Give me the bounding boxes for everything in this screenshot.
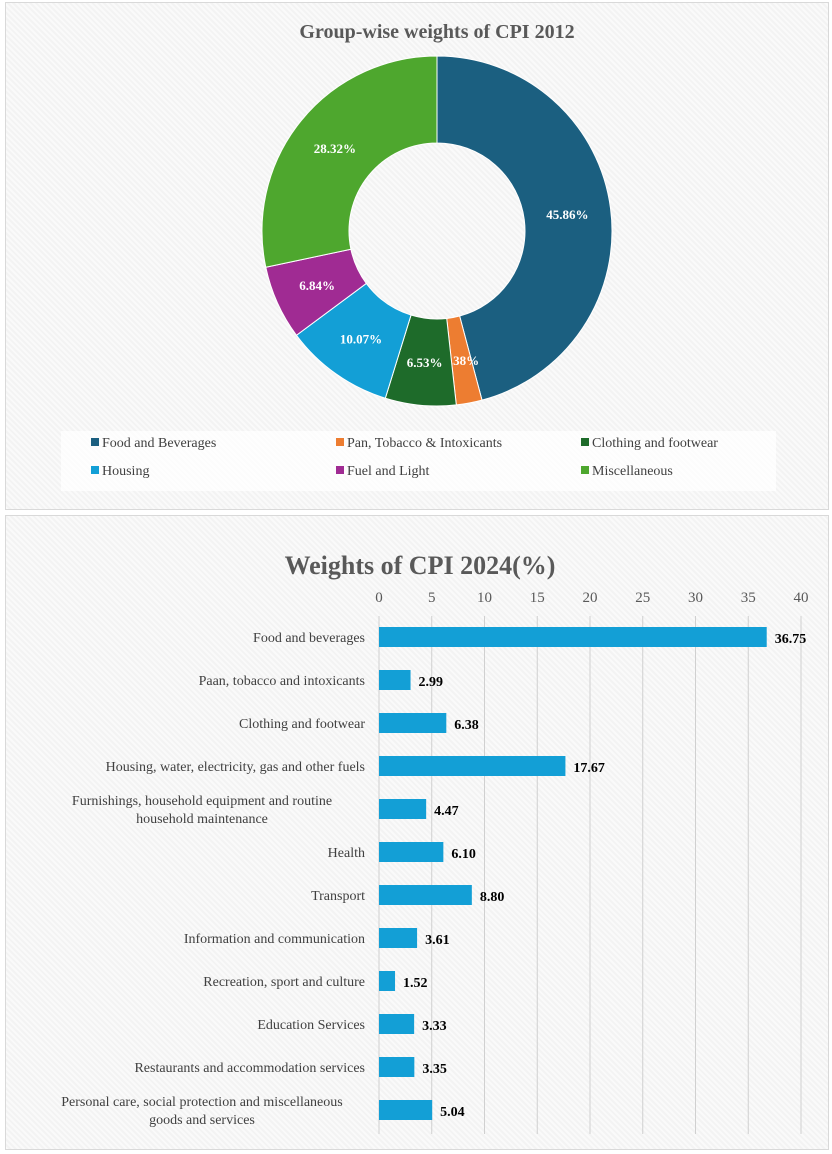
x-tick-label: 15 [530,590,545,606]
bar [379,627,767,647]
bar-value-label: 1.52 [403,976,428,991]
donut-slice [261,55,438,268]
legend-swatch [581,438,589,446]
x-tick-label: 35 [741,590,756,606]
legend-swatch [91,438,99,446]
category-label: Recreation, sport and culture [203,975,365,990]
legend-swatch [581,466,589,474]
bar [379,799,427,819]
bar-value-label: 6.10 [451,847,476,862]
bar-title: Weights of CPI 2024(%) [285,551,556,580]
bar-value-label: 3.35 [422,1062,447,1077]
category-label: Personal care, social protection and mis… [61,1095,342,1110]
slice-label: 6.53% [407,355,443,370]
category-label: Housing, water, electricity, gas and oth… [106,760,365,775]
bar-value-label: 36.75 [775,632,807,647]
bar-value-label: 2.99 [419,675,444,690]
bar-value-label: 6.38 [454,718,479,733]
slice-label: 10.07% [340,331,382,346]
bar [379,885,472,905]
bar [379,842,444,862]
bar-value-label: 17.67 [573,761,605,776]
bar-chart: Weights of CPI 2024(%) 0 5 10 15 20 25 30 35 40 3… [61,551,809,1134]
legend-label: Pan, Tobacco & Intoxicants [347,436,502,451]
category-label: Health [328,846,365,861]
bar [379,1100,433,1120]
legend-swatch [336,438,344,446]
legend-label: Food and Beverages [102,436,216,451]
category-label: Furnishings, household equipment and rou… [72,794,332,809]
donut-title: Group-wise weights of CPI 2012 [299,21,574,43]
donut-chart-panel: Group-wise weights of CPI 2012 45.86% Foo… [5,2,829,510]
bar [379,1014,415,1034]
donut-slice [436,55,613,401]
bar-value-label: 8.80 [480,890,505,905]
bar [379,1057,415,1077]
bar [379,928,418,948]
bar-chart-panel: Weights of CPI 2024(%) 0 5 10 15 20 25 30 35 40 3… [5,515,829,1150]
category-label: household maintenance [136,812,268,827]
x-tick-label: 25 [635,590,650,606]
slice-label: 6.84% [299,278,335,293]
category-label: Education Services [257,1018,365,1033]
x-tick-label: 30 [688,590,703,606]
bar [379,971,396,991]
category-label: Food and beverages [253,631,365,646]
category-label: Transport [311,889,365,904]
category-label: Information and communication [184,932,365,947]
category-label: Paan, tobacco and intoxicants [199,674,365,689]
category-label: goods and services [149,1113,255,1128]
bar [379,670,411,690]
category-label: Restaurants and accommodation services [134,1061,365,1076]
slice-label: 45.86% [546,207,588,222]
bar-value-label: 5.04 [440,1105,465,1120]
x-tick-label: 0 [375,590,383,606]
legend-label: Miscellaneous [592,464,673,479]
x-tick-label: 5 [428,590,436,606]
legend-swatch [336,466,344,474]
category-label: Clothing and footwear [239,717,365,732]
legend-swatch [91,466,99,474]
legend-label: Clothing and footwear [592,436,718,451]
x-tick-label: 10 [477,590,492,606]
bar-value-label: 3.33 [422,1019,447,1034]
bar-value-label: 4.47 [434,804,459,819]
bar-value-label: 3.61 [425,933,450,948]
legend-label: Fuel and Light [347,464,430,479]
slice-label: 28.32% [314,141,356,156]
legend-box [61,431,776,491]
x-tick-label: 20 [583,590,598,606]
donut-chart: Group-wise weights of CPI 2012 45.86% Foo… [61,21,776,491]
x-tick-label: 40 [794,590,809,606]
bar [379,756,566,776]
bar [379,713,447,733]
legend-label: Housing [102,464,149,479]
